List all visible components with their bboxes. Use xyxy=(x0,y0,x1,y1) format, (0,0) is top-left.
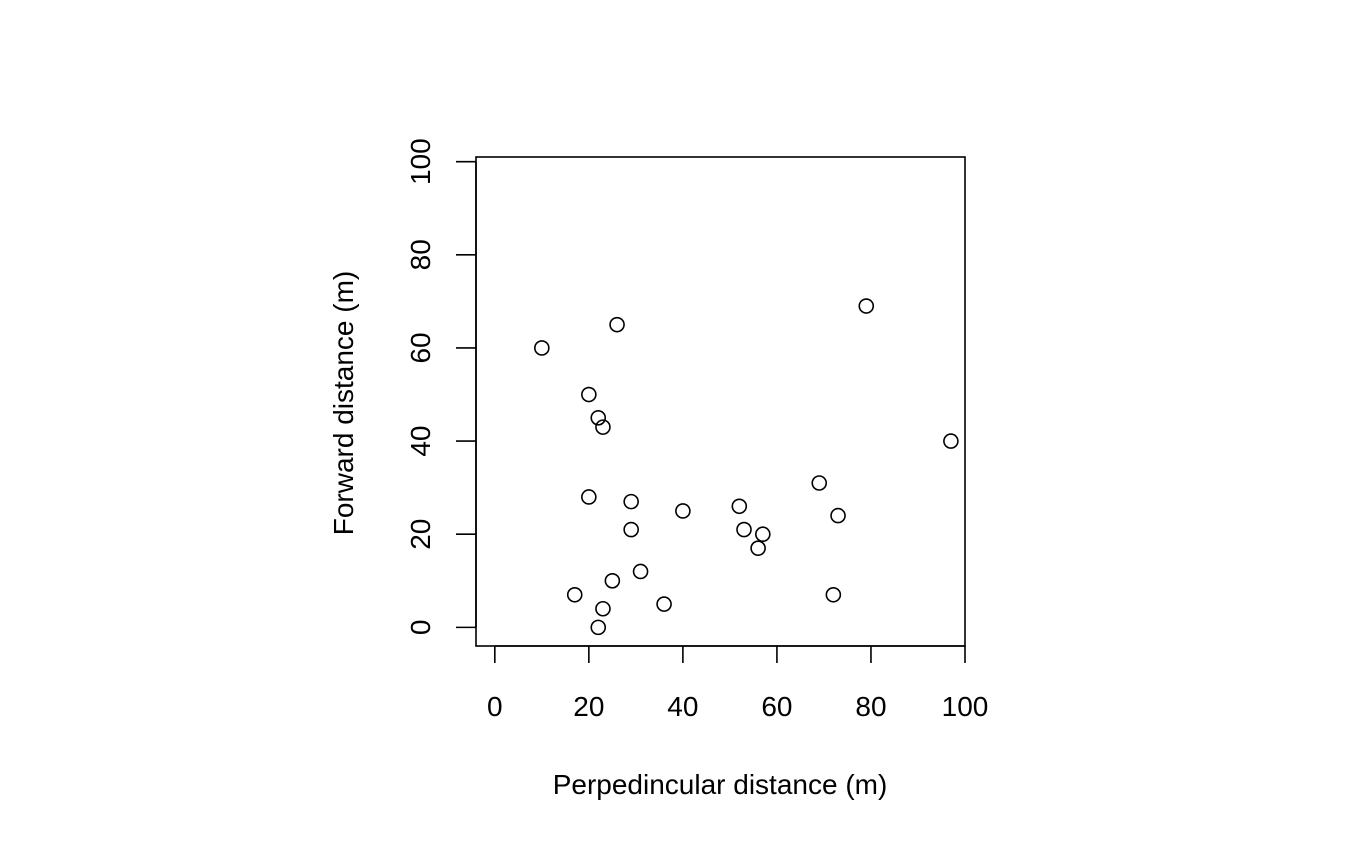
x-axis-title: Perpedincular distance (m) xyxy=(553,769,888,800)
data-point xyxy=(623,493,639,510)
x-tick-label: 40 xyxy=(667,691,698,722)
plot-frame xyxy=(475,156,966,647)
y-tick-label: 40 xyxy=(405,426,436,457)
data-point xyxy=(590,409,607,426)
data-point xyxy=(755,526,771,543)
data-points xyxy=(534,298,959,636)
data-point xyxy=(581,386,597,403)
data-point xyxy=(656,596,672,612)
data-point xyxy=(825,586,842,603)
data-point xyxy=(731,498,748,515)
y-tick-label: 0 xyxy=(405,620,436,636)
data-point xyxy=(632,563,649,580)
x-tick-label: 80 xyxy=(855,691,886,722)
data-point xyxy=(595,419,611,435)
y-axis: 0 20 40 60 80 100 xyxy=(405,138,477,636)
data-point xyxy=(581,489,597,505)
data-point xyxy=(858,298,875,314)
x-tick-label: 0 xyxy=(487,691,503,722)
data-point xyxy=(830,507,846,524)
data-point xyxy=(534,340,550,356)
x-axis: 0 20 40 60 80 100 xyxy=(487,645,989,722)
data-point xyxy=(595,600,611,617)
data-point xyxy=(750,540,766,557)
data-point xyxy=(736,521,752,538)
data-point xyxy=(675,503,691,519)
data-point xyxy=(609,316,625,333)
data-point xyxy=(604,572,621,589)
y-tick-label: 60 xyxy=(405,332,436,363)
y-tick-label: 100 xyxy=(405,138,436,185)
x-tick-label: 60 xyxy=(761,691,792,722)
y-tick-label: 80 xyxy=(405,239,436,270)
data-point xyxy=(590,619,607,636)
data-point xyxy=(943,433,959,449)
y-tick-label: 20 xyxy=(405,519,436,550)
y-axis-title: Forward distance (m) xyxy=(328,271,359,536)
data-point xyxy=(566,586,583,603)
data-point xyxy=(811,475,828,491)
data-point xyxy=(623,521,639,538)
x-tick-label: 100 xyxy=(942,691,989,722)
x-tick-label: 20 xyxy=(573,691,604,722)
